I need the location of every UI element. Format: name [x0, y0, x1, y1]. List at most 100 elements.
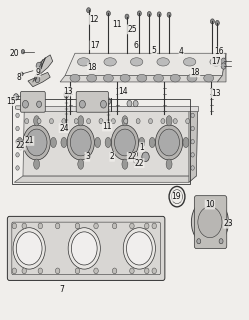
Text: 24: 24: [59, 124, 69, 132]
Circle shape: [112, 268, 117, 274]
Text: 3: 3: [85, 152, 90, 161]
Circle shape: [161, 119, 165, 124]
Circle shape: [22, 100, 28, 108]
Text: 16: 16: [214, 47, 223, 56]
Circle shape: [16, 153, 19, 157]
Circle shape: [56, 223, 60, 229]
Ellipse shape: [210, 58, 222, 66]
Circle shape: [94, 223, 98, 229]
Circle shape: [99, 119, 103, 124]
Circle shape: [173, 119, 177, 124]
Polygon shape: [65, 53, 226, 76]
Circle shape: [22, 268, 26, 274]
Circle shape: [106, 11, 110, 16]
Circle shape: [130, 223, 134, 229]
Ellipse shape: [17, 137, 23, 148]
Circle shape: [219, 239, 223, 244]
Circle shape: [147, 12, 151, 17]
Text: 11: 11: [112, 20, 122, 29]
Circle shape: [25, 119, 29, 124]
Circle shape: [22, 223, 26, 229]
Circle shape: [62, 119, 66, 124]
Circle shape: [79, 100, 85, 108]
Ellipse shape: [170, 74, 180, 82]
Circle shape: [142, 152, 149, 162]
Circle shape: [23, 125, 50, 160]
Circle shape: [16, 166, 19, 170]
Circle shape: [94, 268, 98, 274]
Circle shape: [186, 119, 190, 124]
Circle shape: [137, 11, 141, 16]
Ellipse shape: [139, 137, 145, 148]
Text: 6: 6: [133, 41, 138, 50]
Text: 14: 14: [119, 87, 128, 96]
Circle shape: [12, 223, 16, 229]
Ellipse shape: [95, 137, 101, 148]
Ellipse shape: [166, 116, 172, 126]
Circle shape: [106, 98, 111, 104]
Circle shape: [112, 223, 117, 229]
Text: 13: 13: [63, 87, 72, 96]
Ellipse shape: [149, 137, 155, 148]
Ellipse shape: [34, 159, 40, 169]
Circle shape: [198, 207, 222, 238]
Ellipse shape: [122, 159, 128, 169]
Circle shape: [227, 221, 231, 226]
Circle shape: [87, 8, 91, 13]
Text: 12: 12: [89, 15, 98, 24]
Circle shape: [37, 119, 41, 124]
Text: 17: 17: [211, 57, 221, 66]
Circle shape: [191, 153, 194, 157]
Circle shape: [152, 268, 156, 274]
Text: 10: 10: [205, 200, 215, 209]
Circle shape: [197, 239, 201, 244]
Circle shape: [37, 101, 42, 108]
Ellipse shape: [157, 58, 169, 66]
Ellipse shape: [87, 74, 97, 82]
Text: 18: 18: [88, 63, 97, 72]
Circle shape: [145, 223, 149, 229]
Circle shape: [38, 268, 43, 274]
Text: 11: 11: [102, 122, 112, 131]
Ellipse shape: [77, 58, 90, 66]
Ellipse shape: [183, 137, 189, 148]
Circle shape: [13, 94, 18, 100]
Circle shape: [130, 268, 134, 274]
Ellipse shape: [122, 116, 128, 126]
Circle shape: [191, 126, 194, 131]
Text: 15: 15: [6, 97, 15, 106]
Ellipse shape: [70, 74, 80, 82]
Text: 1: 1: [139, 143, 144, 152]
Circle shape: [38, 223, 43, 229]
Polygon shape: [189, 109, 197, 182]
Text: 22: 22: [135, 159, 144, 168]
FancyBboxPatch shape: [76, 92, 108, 112]
Text: 7: 7: [59, 284, 64, 293]
Circle shape: [115, 129, 135, 156]
Circle shape: [20, 72, 23, 76]
Ellipse shape: [184, 58, 196, 66]
Ellipse shape: [166, 159, 172, 169]
FancyBboxPatch shape: [194, 196, 227, 249]
Ellipse shape: [51, 137, 57, 148]
Ellipse shape: [104, 58, 116, 66]
Circle shape: [16, 140, 19, 144]
Circle shape: [191, 140, 194, 144]
Text: 18: 18: [190, 68, 200, 77]
Ellipse shape: [120, 74, 130, 82]
Polygon shape: [15, 106, 24, 111]
Polygon shape: [60, 76, 222, 82]
Circle shape: [16, 232, 42, 265]
Text: 22: 22: [127, 152, 137, 161]
Circle shape: [136, 119, 140, 124]
Circle shape: [21, 50, 25, 54]
Circle shape: [126, 232, 152, 265]
Text: 17: 17: [90, 41, 100, 50]
Text: 9: 9: [35, 68, 40, 77]
Ellipse shape: [78, 116, 84, 126]
Circle shape: [152, 223, 156, 229]
Polygon shape: [14, 176, 196, 182]
Circle shape: [64, 92, 69, 98]
Circle shape: [75, 268, 80, 274]
Circle shape: [155, 125, 183, 160]
